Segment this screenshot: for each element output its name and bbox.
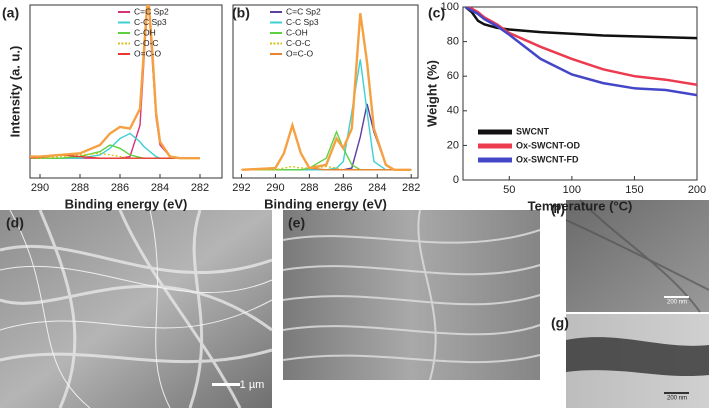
legend-label: SWCNT	[516, 126, 549, 136]
y-tick-label: 20	[447, 139, 459, 151]
x-axis-title: Temperature (°C)	[528, 198, 633, 213]
x-tick-label: 288	[300, 182, 318, 194]
plot-frame	[462, 6, 698, 181]
plot-frame	[232, 4, 419, 179]
tem-image-f	[565, 199, 709, 313]
panel-label: (a)	[2, 5, 19, 21]
plot-area	[241, 13, 412, 171]
fit-envelope	[30, 5, 200, 160]
scale-bar-label: 1 µm	[500, 379, 525, 391]
x-axis-title: Binding energy (eV)	[264, 196, 387, 211]
panel-label: (e)	[288, 215, 305, 231]
legend-label: C-OH	[286, 27, 308, 37]
y-tick-label: 0	[453, 174, 459, 186]
legend-label: C=C Sp2	[286, 6, 321, 16]
legend-label: C-O-C	[286, 38, 311, 48]
series-line	[241, 103, 412, 171]
legend-label: C-C Sp3	[286, 17, 319, 27]
fit-envelope	[241, 13, 412, 171]
series-line	[30, 154, 200, 159]
x-tick-label: 286	[334, 182, 352, 194]
x-tick-label: 50	[503, 184, 515, 196]
x-tick-label: 100	[563, 184, 581, 196]
legend-label: O=C-O	[134, 48, 162, 58]
y-axis-title: Weight (%)	[424, 60, 439, 127]
y-tick-label: 40	[447, 105, 459, 117]
sem-image-e	[282, 209, 541, 387]
plot-area	[30, 5, 200, 160]
panel-label: (d)	[6, 215, 24, 231]
x-tick-label: 292	[232, 182, 250, 194]
series-group	[30, 5, 200, 160]
x-tick-label: 286	[111, 182, 129, 194]
x-axis-title: Binding energy (eV)	[65, 196, 188, 211]
panel-label: (b)	[232, 5, 250, 21]
x-tick-label: 150	[625, 184, 643, 196]
legend-label: C-C Sp3	[134, 17, 167, 27]
x-tick-label: 290	[266, 182, 284, 194]
legend-label: Ox-SWCNT-FD	[516, 154, 579, 164]
series-line	[241, 59, 412, 171]
legend-label: Ox-SWCNT-OD	[516, 140, 580, 150]
series-line	[465, 7, 697, 87]
x-tick-label: 288	[71, 182, 89, 194]
scale-bar-label: 200 nm	[667, 396, 687, 402]
legend-label: C-OH	[134, 27, 156, 37]
x-tick-label: 284	[368, 182, 386, 194]
panel-label: (f)	[551, 201, 565, 217]
tem-image-g	[566, 314, 709, 408]
series-line	[464, 7, 697, 40]
scale-bar-label: 1 µm	[240, 379, 265, 391]
x-tick-label: 282	[191, 182, 209, 194]
y-tick-label: 60	[447, 70, 459, 82]
series-group	[241, 13, 412, 171]
y-tick-label: 100	[441, 1, 459, 13]
x-tick-label: 200	[688, 184, 706, 196]
legend-label: O=C-O	[286, 48, 314, 58]
x-tick-label: 284	[151, 182, 169, 194]
x-tick-label: 282	[402, 182, 420, 194]
x-tick-label: 290	[31, 182, 49, 194]
scale-bar-label: 200 nm	[667, 300, 687, 306]
plot-area	[464, 7, 697, 97]
series-group	[464, 7, 697, 97]
sem-image-d	[0, 209, 273, 408]
panel-label: (c)	[428, 5, 445, 21]
y-tick-label: 80	[447, 36, 459, 48]
series-line	[30, 132, 200, 159]
series-line	[464, 7, 697, 97]
y-axis-title: Intensity (a. u.)	[7, 46, 22, 138]
legend-label: C=C Sp2	[134, 6, 169, 16]
legend-label: C-O-C	[134, 38, 159, 48]
plot-frame	[29, 4, 223, 179]
panel-label: (g)	[551, 315, 569, 331]
